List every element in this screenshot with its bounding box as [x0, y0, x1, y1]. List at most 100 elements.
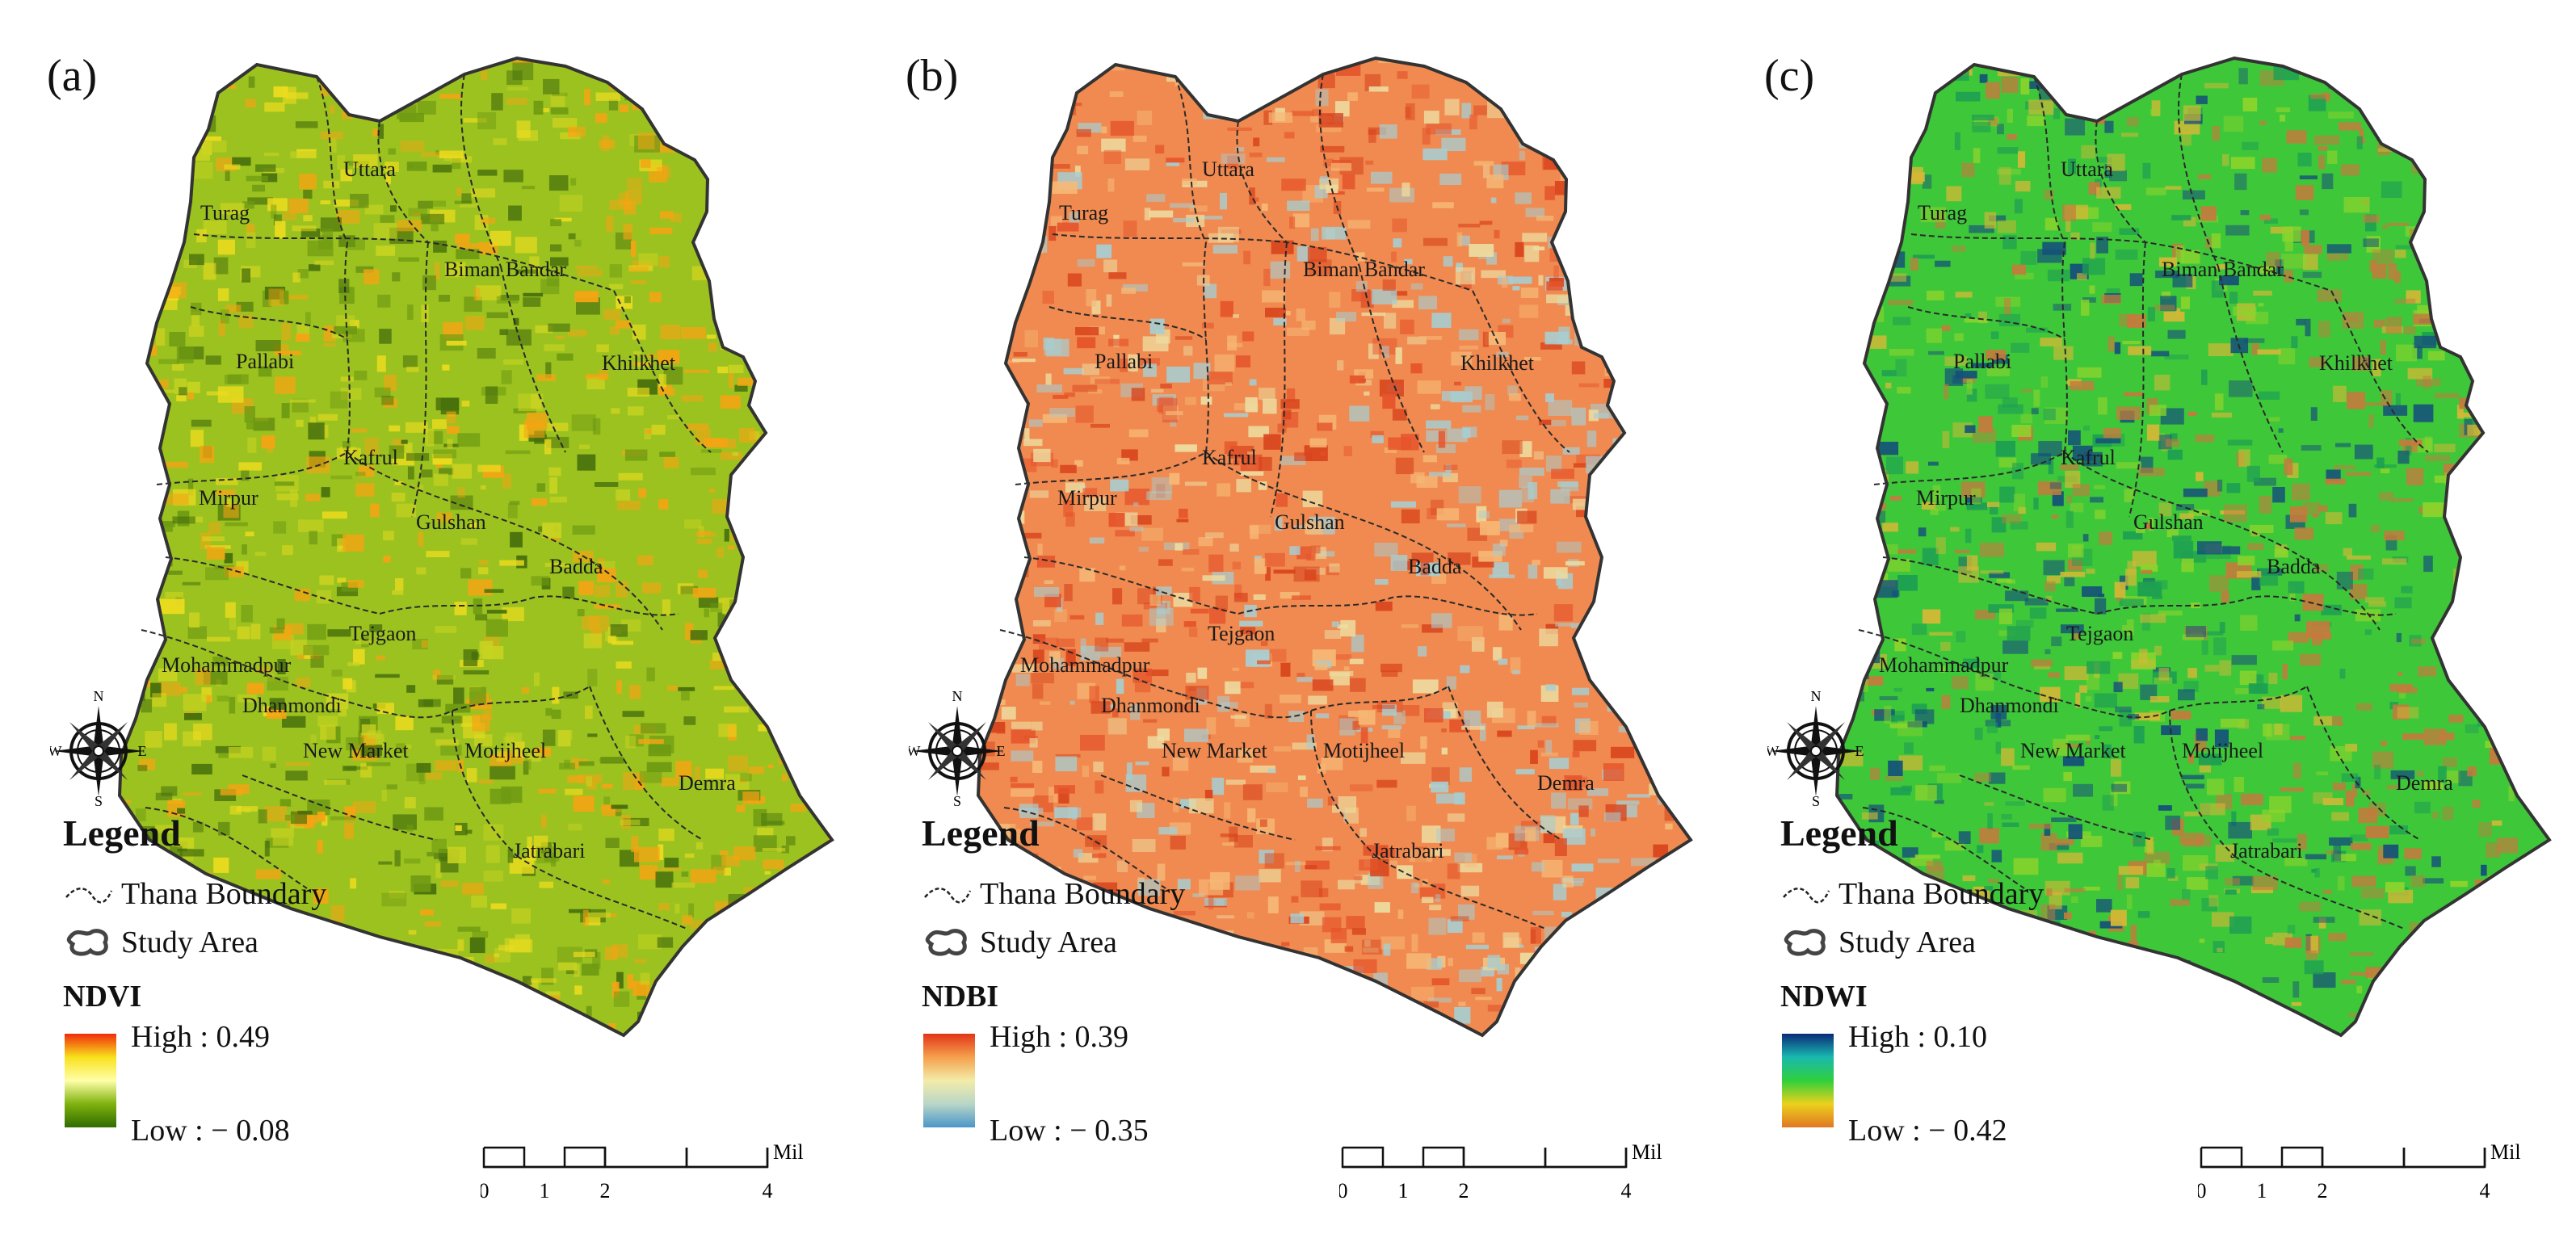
legend-thana-boundary: Thana Boundary — [923, 876, 1185, 912]
study-area-label: Study Area — [980, 926, 1117, 959]
thana-boundary-line — [1448, 686, 1562, 841]
low-value: Low : − 0.35 — [990, 1114, 1149, 1148]
thana-boundary-line — [1375, 855, 1546, 930]
thana-boundary-line — [1003, 807, 1166, 889]
thana-boundary-line — [1236, 120, 1288, 243]
study-area-icon — [1784, 929, 1826, 956]
high-value: High : 0.39 — [990, 1020, 1129, 1054]
thana-boundaries — [141, 73, 712, 930]
scale-tick: 4 — [2480, 1179, 2490, 1203]
thana-label-pallabi: Pallabi — [1953, 350, 2011, 373]
thana-boundary-line — [322, 686, 590, 719]
scale-tick: 1 — [2257, 1179, 2267, 1203]
thana-label-pallabi: Pallabi — [1095, 350, 1153, 373]
scale-tick: 2 — [2318, 1179, 2328, 1203]
thana-boundary-label: Thana Boundary — [121, 877, 327, 911]
compass-s: S — [95, 793, 103, 808]
thana-boundary-line — [1858, 629, 2041, 695]
legend-title: Legend — [922, 812, 1040, 854]
study-area-icon — [66, 929, 108, 956]
thana-label-khilkhet: Khilkhet — [2319, 351, 2393, 375]
thana-boundary-line — [1319, 73, 1360, 267]
thana-boundary-line — [589, 686, 704, 841]
scale-unit: Miles — [2490, 1140, 2521, 1164]
thana-label-khilkhet: Khilkhet — [602, 351, 676, 375]
thana-boundary-line — [1205, 451, 1522, 631]
thana-label-motijheel: Motijheel — [1323, 739, 1405, 762]
thana-boundary-line — [500, 266, 566, 453]
thana-label-turag: Turag — [200, 201, 250, 225]
study-area-icon — [925, 929, 967, 956]
thana-boundary-line — [2217, 266, 2284, 453]
scale-unit: Miles — [773, 1140, 804, 1164]
thana-labels: Uttara Turag Biman Bandar Khilkhet Pallabi Ka… — [1020, 157, 1595, 863]
thana-label-kafrul: Kafrul — [343, 446, 398, 469]
thana-label-kafrul: Kafrul — [2061, 446, 2116, 469]
thana-label-mirpur: Mirpur — [1057, 486, 1117, 510]
thana-boundary-line — [1907, 306, 2065, 340]
thana-label-tejgaon: Tejgaon — [1208, 622, 1275, 645]
thana-label-mohammadpur: Mohammadpur — [1879, 653, 2009, 677]
thana-label-gulshan: Gulshan — [1275, 510, 1345, 534]
thana-boundaries — [999, 73, 1570, 930]
thana-label-demra: Demra — [1537, 771, 1595, 795]
thana-boundary-line — [1862, 807, 2025, 889]
thana-boundary-line — [1359, 266, 1425, 453]
legend-study-area: Study Area — [65, 925, 258, 960]
thana-label-tejgaon: Tejgaon — [349, 622, 416, 645]
thana-label-uttara: Uttara — [1202, 157, 1254, 181]
study-area-label: Study Area — [1838, 926, 1976, 959]
thana-boundary-icon — [1783, 888, 1830, 904]
scale-bar: Miles 0 1 2 4 — [2198, 1140, 2521, 1203]
thana-boundary-line — [1203, 241, 1209, 453]
low-value: Low : − 0.42 — [1848, 1114, 2007, 1148]
thana-boundary-line — [145, 807, 308, 889]
thana-label-khilkhet: Khilkhet — [1460, 351, 1535, 375]
compass-n: N — [952, 688, 963, 704]
thana-boundary-line — [165, 556, 380, 615]
legend-study-area: Study Area — [923, 925, 1117, 960]
index-name: NDBI — [922, 980, 999, 1014]
thana-boundary-line — [1310, 710, 1376, 857]
thana-boundary-line — [344, 241, 351, 453]
scale-tick: 1 — [1398, 1179, 1409, 1203]
scale-tick: 0 — [1339, 1179, 1348, 1203]
thana-boundary-line — [2040, 686, 2308, 719]
thana-boundary-label: Thana Boundary — [980, 877, 1186, 911]
color-ramp — [1782, 1034, 1834, 1127]
thana-label-new-market: New Market — [2020, 739, 2126, 762]
panel-label: (a) — [47, 51, 98, 101]
thana-boundary-line — [516, 855, 687, 930]
thana-label-tejgaon: Tejgaon — [2066, 622, 2133, 645]
color-ramp — [923, 1034, 975, 1127]
thana-boundary-line — [2306, 686, 2421, 841]
thana-label-dhanmondi: Dhanmondi — [242, 694, 342, 717]
thana-boundary-line — [1181, 686, 1449, 719]
thana-label-kafrul: Kafrul — [1202, 446, 1257, 469]
study-area-fill — [120, 58, 832, 1035]
compass-s: S — [953, 793, 961, 808]
thana-label-turag: Turag — [1918, 201, 1967, 225]
thana-boundary-line — [141, 629, 324, 695]
thana-boundary-line — [379, 595, 679, 616]
scale-tick: 0 — [2198, 1179, 2207, 1203]
high-value: High : 0.10 — [1848, 1020, 1988, 1054]
thana-label-jatrabari: Jatrabari — [1372, 839, 1444, 863]
panel-ndvi: Uttara Turag Biman Bandar Khilkhet Pallabi Ka… — [0, 0, 859, 1234]
thana-boundary-line — [242, 774, 437, 841]
thana-boundary-line — [2178, 73, 2219, 267]
thana-label-jatrabari: Jatrabari — [513, 839, 586, 863]
north-arrow-icon: N S E W — [1767, 688, 1864, 808]
low-value: Low : − 0.08 — [131, 1114, 290, 1148]
compass-s: S — [1812, 793, 1820, 808]
thana-boundary-line — [2064, 451, 2381, 631]
thana-boundary-line — [316, 76, 348, 243]
thana-boundary-line — [2061, 241, 2068, 453]
thana-boundary-icon — [65, 888, 113, 904]
legend-thana-boundary: Thana Boundary — [65, 876, 326, 912]
thana-label-uttara: Uttara — [343, 157, 396, 181]
thana-boundary-line — [1175, 76, 1207, 243]
thana-boundary-line — [1023, 556, 1239, 615]
legend-study-area: Study Area — [1782, 925, 1976, 960]
scale-bar: Miles 0 1 2 4 — [481, 1140, 804, 1203]
